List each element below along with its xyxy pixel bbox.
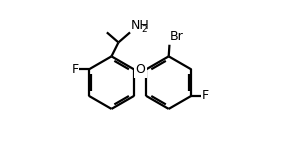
Text: O: O	[135, 63, 145, 76]
Text: F: F	[201, 89, 208, 102]
Text: F: F	[72, 63, 79, 76]
Text: Br: Br	[170, 30, 184, 43]
Text: NH: NH	[131, 19, 150, 32]
Text: 2: 2	[141, 25, 147, 34]
